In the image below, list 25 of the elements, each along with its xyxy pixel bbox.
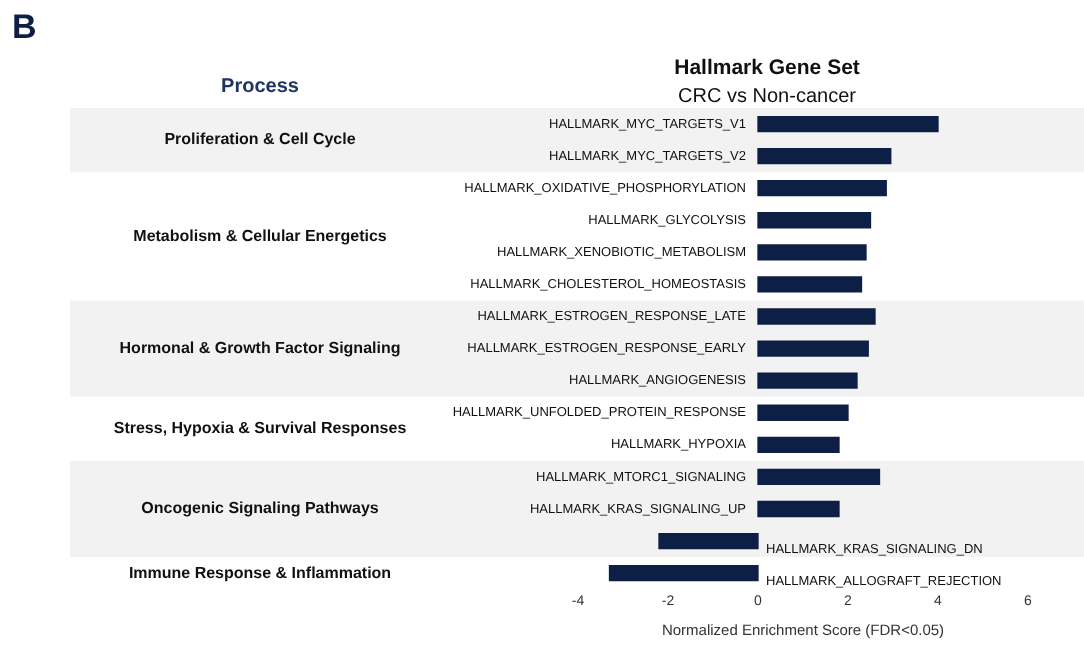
bar bbox=[757, 276, 863, 293]
chart-title: Hallmark Gene Set bbox=[674, 56, 861, 80]
bar bbox=[757, 468, 881, 486]
bar bbox=[658, 532, 759, 550]
bar bbox=[757, 180, 887, 197]
text: Process bbox=[221, 76, 300, 98]
bar bbox=[757, 340, 869, 357]
bar bbox=[757, 308, 876, 325]
band-label: Hormonal & Growth Factor Signaling bbox=[119, 339, 401, 358]
bar bbox=[757, 404, 849, 421]
bar bbox=[757, 147, 892, 165]
text: Immune Response & Inflammation bbox=[128, 563, 392, 582]
bar bbox=[757, 500, 840, 518]
bar bbox=[757, 115, 939, 133]
bar bbox=[757, 212, 872, 229]
bar bbox=[608, 565, 759, 582]
bar bbox=[757, 436, 840, 453]
text: Stress, Hypoxia & Survival Responses bbox=[113, 419, 408, 438]
band-label: Proliferation & Cell Cycle bbox=[164, 130, 357, 149]
bar bbox=[757, 244, 867, 261]
text: Metabolism & Cellular Energetics bbox=[133, 226, 388, 245]
band-label: Oncogenic Signaling Pathways bbox=[141, 499, 380, 518]
bar bbox=[757, 372, 858, 389]
chart-subtitle: CRC vs Non-cancer bbox=[678, 86, 858, 108]
text: B bbox=[12, 8, 37, 46]
